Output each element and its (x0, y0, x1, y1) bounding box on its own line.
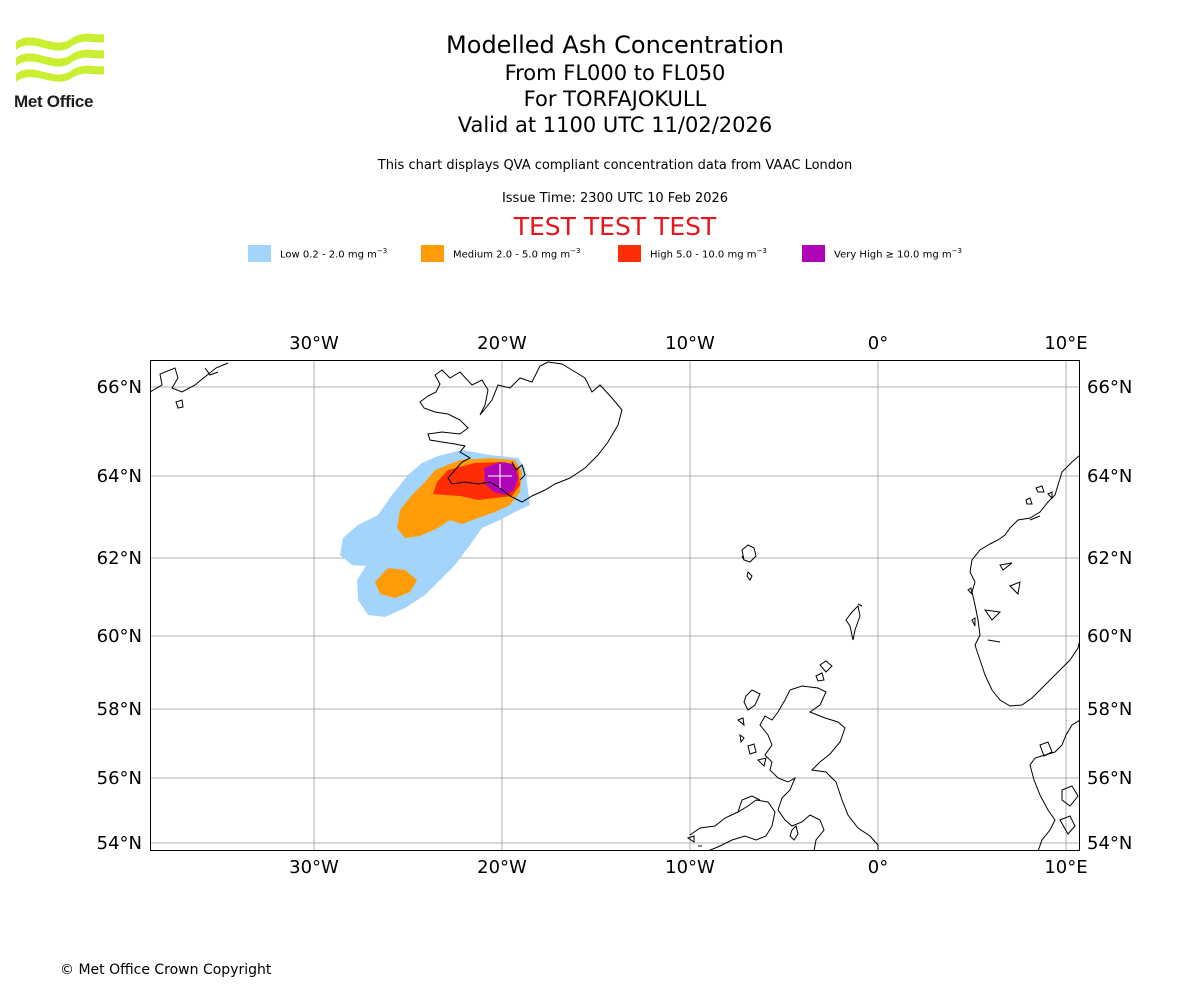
legend-swatch-medium (421, 245, 444, 262)
denmark-coast (1029, 719, 1080, 851)
shetland-islands (845, 603, 863, 641)
lat-label-right-62n: 62°N (1087, 548, 1132, 569)
logo-wordmark: Met Office (14, 92, 94, 111)
test-banner: TEST TEST TEST (513, 212, 717, 241)
lat-label-right-66n: 66°N (1087, 377, 1132, 398)
greenland-coast (150, 362, 229, 393)
norway-fjords (983, 515, 1041, 643)
ash-plume (340, 450, 530, 617)
norway-coast (969, 454, 1080, 707)
hebrides (737, 689, 767, 767)
flight-level-range: From FL000 to FL050 (504, 61, 726, 85)
lon-labels-bottom: 30°W 20°W 10°W 0° 10°E (289, 857, 1087, 878)
lat-label-left-56n: 56°N (97, 768, 142, 789)
lat-label-left-62n: 62°N (97, 548, 142, 569)
gridlines (150, 360, 1080, 851)
lat-label-left-60n: 60°N (97, 626, 142, 647)
met-office-logo: Met Office (14, 30, 109, 112)
chart-subtitle: This chart displays QVA compliant concen… (377, 158, 853, 173)
lat-label-left-64n: 64°N (97, 466, 142, 487)
lon-label-bottom-0: 0° (868, 857, 888, 878)
lat-label-right-60n: 60°N (1087, 626, 1132, 647)
lon-labels-top: 30°W 20°W 10°W 0° 10°E (289, 333, 1087, 354)
lon-label-bottom-10e: 10°E (1044, 857, 1087, 878)
lon-label-top-10w: 10°W (665, 333, 715, 354)
faroe-islands (741, 544, 757, 581)
norway-islands (967, 485, 1053, 627)
lat-label-right-58n: 58°N (1087, 699, 1132, 720)
lon-label-bottom-30w: 30°W (289, 857, 339, 878)
lat-labels-right: 66°N 64°N 62°N 60°N 58°N 56°N 54°N (1087, 377, 1132, 854)
met-office-wave-icon (16, 33, 104, 82)
ash-very-high-region (484, 462, 518, 495)
lon-label-bottom-20w: 20°W (477, 857, 527, 878)
greenland-fjord (204, 367, 219, 376)
lon-label-top-10e: 10°E (1044, 333, 1087, 354)
scotland-coast (789, 685, 879, 851)
legend-swatch-low (248, 245, 271, 262)
lat-label-left-58n: 58°N (97, 699, 142, 720)
copyright-notice: © Met Office Crown Copyright (60, 962, 272, 978)
legend-label-low: Low 0.2 - 2.0 mg m (280, 249, 377, 261)
lat-label-right-56n: 56°N (1087, 768, 1132, 789)
chart-title: Modelled Ash Concentration (446, 31, 784, 59)
valid-time: Valid at 1100 UTC 11/02/2026 (457, 113, 773, 137)
legend-swatch-very-high (802, 245, 825, 262)
lat-labels-left: 66°N 64°N 62°N 60°N 58°N 56°N 54°N (97, 377, 142, 854)
issue-time: Issue Time: 2300 UTC 10 Feb 2026 (501, 191, 729, 206)
scotland-west-coast (759, 689, 825, 851)
volcano-name: For TORFAJOKULL (523, 87, 707, 111)
lat-label-right-54n: 54°N (1087, 833, 1132, 854)
ireland-coast (689, 799, 776, 851)
west-ireland-islands (686, 835, 702, 847)
lon-label-top-30w: 30°W (289, 333, 339, 354)
legend-label-medium: Medium 2.0 - 5.0 mg m (453, 249, 571, 261)
legend-label-high: High 5.0 - 10.0 mg m (650, 249, 757, 261)
lat-label-left-66n: 66°N (97, 377, 142, 398)
legend-swatch-high (618, 245, 641, 262)
lon-label-top-0: 0° (868, 333, 888, 354)
lon-label-bottom-10w: 10°W (665, 857, 715, 878)
orkney-islands (815, 660, 833, 682)
map-frame (150, 360, 1080, 851)
iceland-coast (419, 361, 623, 503)
ash-medium-region-south (375, 568, 417, 598)
lat-label-right-64n: 64°N (1087, 466, 1132, 487)
legend-label-very-high: Very High ≥ 10.0 mg m (834, 249, 952, 261)
greenland-islet (175, 399, 184, 409)
chart-titles: Modelled Ash Concentration From FL000 to… (0, 30, 1200, 138)
volcano-location-marker (488, 464, 512, 488)
northern-ireland-coast (737, 795, 761, 813)
lon-label-top-20w: 20°W (477, 333, 527, 354)
isle-of-man (789, 825, 799, 841)
iceland-south-fjord (511, 461, 526, 481)
lat-label-left-54n: 54°N (97, 833, 142, 854)
danish-islands (1039, 741, 1079, 835)
coastlines (150, 361, 1080, 851)
